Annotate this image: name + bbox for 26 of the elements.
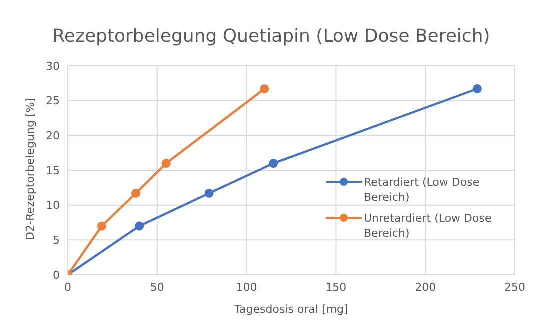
y-tick-label: 20 (46, 130, 60, 143)
x-tick-label: 150 (326, 280, 347, 294)
y-tick-label: 10 (46, 199, 60, 212)
x-tick-label: 0 (64, 280, 72, 294)
point (162, 159, 171, 168)
point (97, 222, 106, 231)
x-tick-label: 200 (415, 280, 436, 294)
y-axis-title: D2-Rezeptorbelegung [%] (24, 98, 37, 240)
x-tick-label: 250 (504, 280, 526, 294)
y-tick-label: 0 (53, 268, 60, 282)
x-axis-title: Tagesdosis oral [mg] (234, 303, 348, 316)
point (269, 159, 278, 168)
y-tick-label: 15 (46, 164, 60, 178)
y-tick-label: 25 (46, 94, 60, 108)
point (260, 84, 270, 94)
y-tick-label: 5 (53, 234, 60, 248)
point (472, 84, 482, 94)
point (204, 188, 214, 198)
point (135, 222, 144, 231)
x-tick-label: 100 (236, 280, 258, 294)
x-tick-label: 50 (150, 280, 164, 294)
point (131, 188, 140, 198)
legend-label: Retardiert (Low Dose Bereich) (364, 175, 481, 205)
chart-title: Rezeptorbelegung Quetiapin (Low Dose Bereich) (52, 25, 492, 49)
legend-label: Unretardiert (Low Dose Bereich) (364, 211, 493, 241)
y-tick-label: 30 (46, 60, 60, 73)
